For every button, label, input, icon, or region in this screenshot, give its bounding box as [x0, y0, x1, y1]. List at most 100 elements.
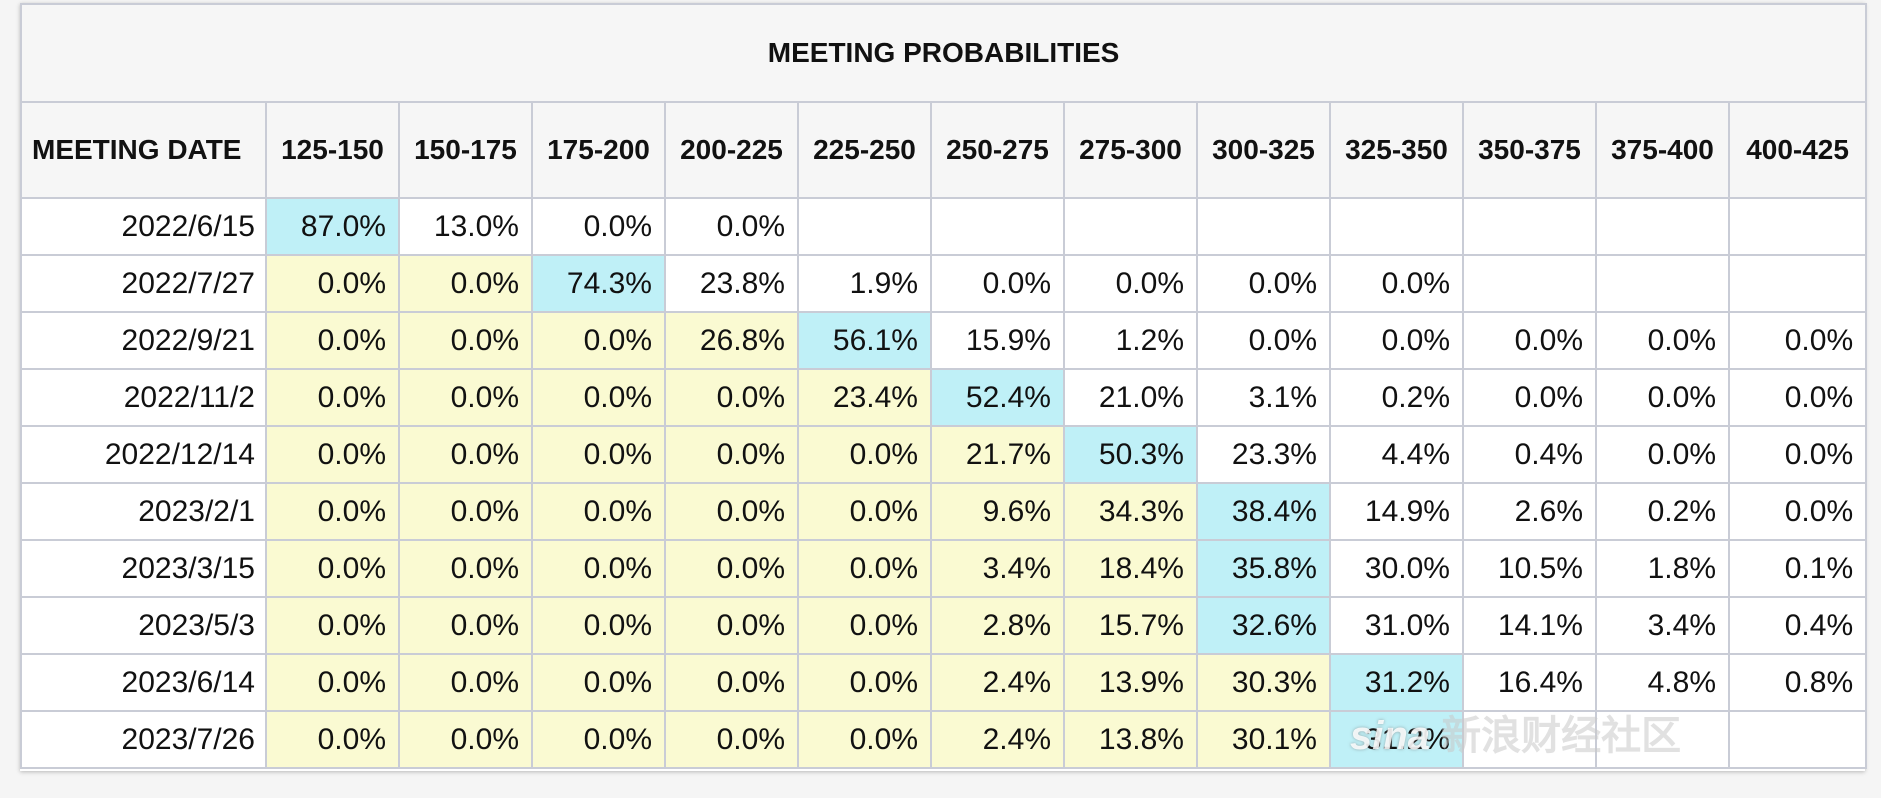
probability-cell: 13.9%: [1063, 653, 1198, 712]
meeting-date-cell: 2023/6/14: [20, 653, 267, 712]
meeting-date-cell: 2023/3/15: [20, 539, 267, 598]
probability-cell: 23.3%: [1196, 425, 1331, 484]
probability-cell: 0.0%: [664, 368, 799, 427]
probability-cell: 0.0%: [1329, 254, 1464, 313]
probability-cell: 0.4%: [1727, 596, 1868, 655]
probability-cell: 21.0%: [1063, 368, 1198, 427]
probability-cell: 3.4%: [1595, 596, 1730, 655]
probability-cell: 23.8%: [664, 254, 799, 313]
column-header-175-200: 175-200: [531, 101, 666, 199]
probability-cell: 15.7%: [1063, 596, 1198, 655]
probability-cell: 50.3%: [1063, 425, 1198, 484]
probability-table-panel: MEETING PROBABILITIES MEETING DATE 125-1…: [19, 3, 1868, 771]
probability-cell: 0.0%: [797, 425, 932, 484]
probability-cell: 0.0%: [531, 596, 666, 655]
probability-cell: 2.8%: [930, 596, 1065, 655]
probability-cell: [1462, 197, 1597, 256]
probability-cell: 0.0%: [1063, 254, 1198, 313]
probability-cell: 0.2%: [1595, 482, 1730, 541]
probability-cell: 0.0%: [398, 482, 533, 541]
probability-cell: 13.8%: [1063, 710, 1198, 769]
column-header-275-300: 275-300: [1063, 101, 1198, 199]
probability-cell: 30.1%: [1196, 710, 1331, 769]
probability-cell: 16.4%: [1462, 653, 1597, 712]
table-row: 2022/11/2 0.0% 0.0% 0.0% 0.0% 23.4% 52.4% 21.0%…: [20, 368, 1868, 427]
column-header-150-175: 150-175: [398, 101, 533, 199]
probability-cell: 14.9%: [1329, 482, 1464, 541]
column-header-250-275: 250-275: [930, 101, 1065, 199]
probability-cell: [797, 197, 932, 256]
table-title: MEETING PROBABILITIES: [19, 3, 1868, 103]
probability-cell: 0.0%: [265, 254, 400, 313]
probability-cell: 0.0%: [398, 710, 533, 769]
probability-cell: 0.0%: [1196, 254, 1331, 313]
probability-cell: 0.0%: [265, 311, 400, 370]
probability-cell: 56.1%: [797, 311, 932, 370]
table-row: 2023/7/26 0.0% 0.0% 0.0% 0.0% 0.0% 2.4% 13.8% 30…: [20, 710, 1868, 769]
table-row: 2022/9/21 0.0% 0.0% 0.0% 26.8% 56.1% 15.9% 1.2%…: [20, 311, 1868, 370]
probability-cell: 31.0%: [1329, 596, 1464, 655]
probability-cell: 0.0%: [398, 539, 533, 598]
probability-cell: 74.3%: [531, 254, 666, 313]
probability-cell: 0.0%: [265, 368, 400, 427]
column-header-325-350: 325-350: [1329, 101, 1464, 199]
probability-cell: 0.0%: [265, 710, 400, 769]
probability-cell: 0.0%: [531, 539, 666, 598]
probability-cell: 1.9%: [797, 254, 932, 313]
probability-cell: 13.0%: [398, 197, 533, 256]
probability-cell: 0.0%: [664, 482, 799, 541]
probability-cell: 0.0%: [398, 653, 533, 712]
probability-cell: 87.0%: [265, 197, 400, 256]
probability-cell: 0.0%: [1595, 425, 1730, 484]
probability-cell: 30.3%: [1196, 653, 1331, 712]
probability-cell: 0.0%: [531, 653, 666, 712]
probability-cell: 10.5%: [1462, 539, 1597, 598]
meeting-date-cell: 2022/9/21: [20, 311, 267, 370]
meeting-probabilities-table: MEETING PROBABILITIES MEETING DATE 125-1…: [19, 3, 1868, 769]
probability-cell: 0.0%: [664, 596, 799, 655]
probability-cell: 4.4%: [1329, 425, 1464, 484]
meeting-date-cell: 2023/5/3: [20, 596, 267, 655]
probability-cell: 1.8%: [1595, 539, 1730, 598]
probability-cell: 0.0%: [1727, 425, 1868, 484]
probability-cell: 3.4%: [930, 539, 1065, 598]
table-row: 2023/6/14 0.0% 0.0% 0.0% 0.0% 0.0% 2.4% 13.9% 30…: [20, 653, 1868, 712]
probability-cell: 0.0%: [664, 653, 799, 712]
probability-cell: [1727, 197, 1868, 256]
meeting-date-cell: 2023/2/1: [20, 482, 267, 541]
probability-cell: 0.0%: [1727, 482, 1868, 541]
probability-cell: 38.4%: [1196, 482, 1331, 541]
probability-cell: 0.0%: [1462, 311, 1597, 370]
probability-cell: [1462, 254, 1597, 313]
probability-cell: 0.0%: [531, 311, 666, 370]
meeting-date-cell: 2022/7/27: [20, 254, 267, 313]
probability-cell: 0.0%: [1595, 311, 1730, 370]
column-header-125-150: 125-150: [265, 101, 400, 199]
probability-cell: 4.8%: [1595, 653, 1730, 712]
probability-cell: 0.0%: [1329, 311, 1464, 370]
probability-cell: 0.0%: [398, 425, 533, 484]
probability-cell: 0.0%: [930, 254, 1065, 313]
probability-cell: 0.8%: [1727, 653, 1868, 712]
meeting-date-cell: 2023/7/26: [20, 710, 267, 769]
column-header-300-325: 300-325: [1196, 101, 1331, 199]
probability-cell: 18.4%: [1063, 539, 1198, 598]
column-header-225-250: 225-250: [797, 101, 932, 199]
probability-cell: [1595, 254, 1730, 313]
probability-cell: 26.8%: [664, 311, 799, 370]
probability-cell: 32.6%: [1196, 596, 1331, 655]
probability-cell: 0.0%: [265, 539, 400, 598]
probability-cell: [1595, 197, 1730, 256]
probability-cell: 2.6%: [1462, 482, 1597, 541]
probability-cell: [1196, 197, 1331, 256]
meeting-date-cell: 2022/6/15: [20, 197, 267, 256]
probability-cell: 0.0%: [531, 425, 666, 484]
probability-cell: 0.0%: [531, 197, 666, 256]
probability-cell: 0.0%: [797, 653, 932, 712]
probability-cell: 0.0%: [1727, 368, 1868, 427]
probability-cell: 2.4%: [930, 653, 1065, 712]
probability-cell: [1462, 710, 1597, 769]
probability-cell: 0.0%: [797, 710, 932, 769]
probability-cell: 0.0%: [1595, 368, 1730, 427]
probability-cell: [1727, 254, 1868, 313]
